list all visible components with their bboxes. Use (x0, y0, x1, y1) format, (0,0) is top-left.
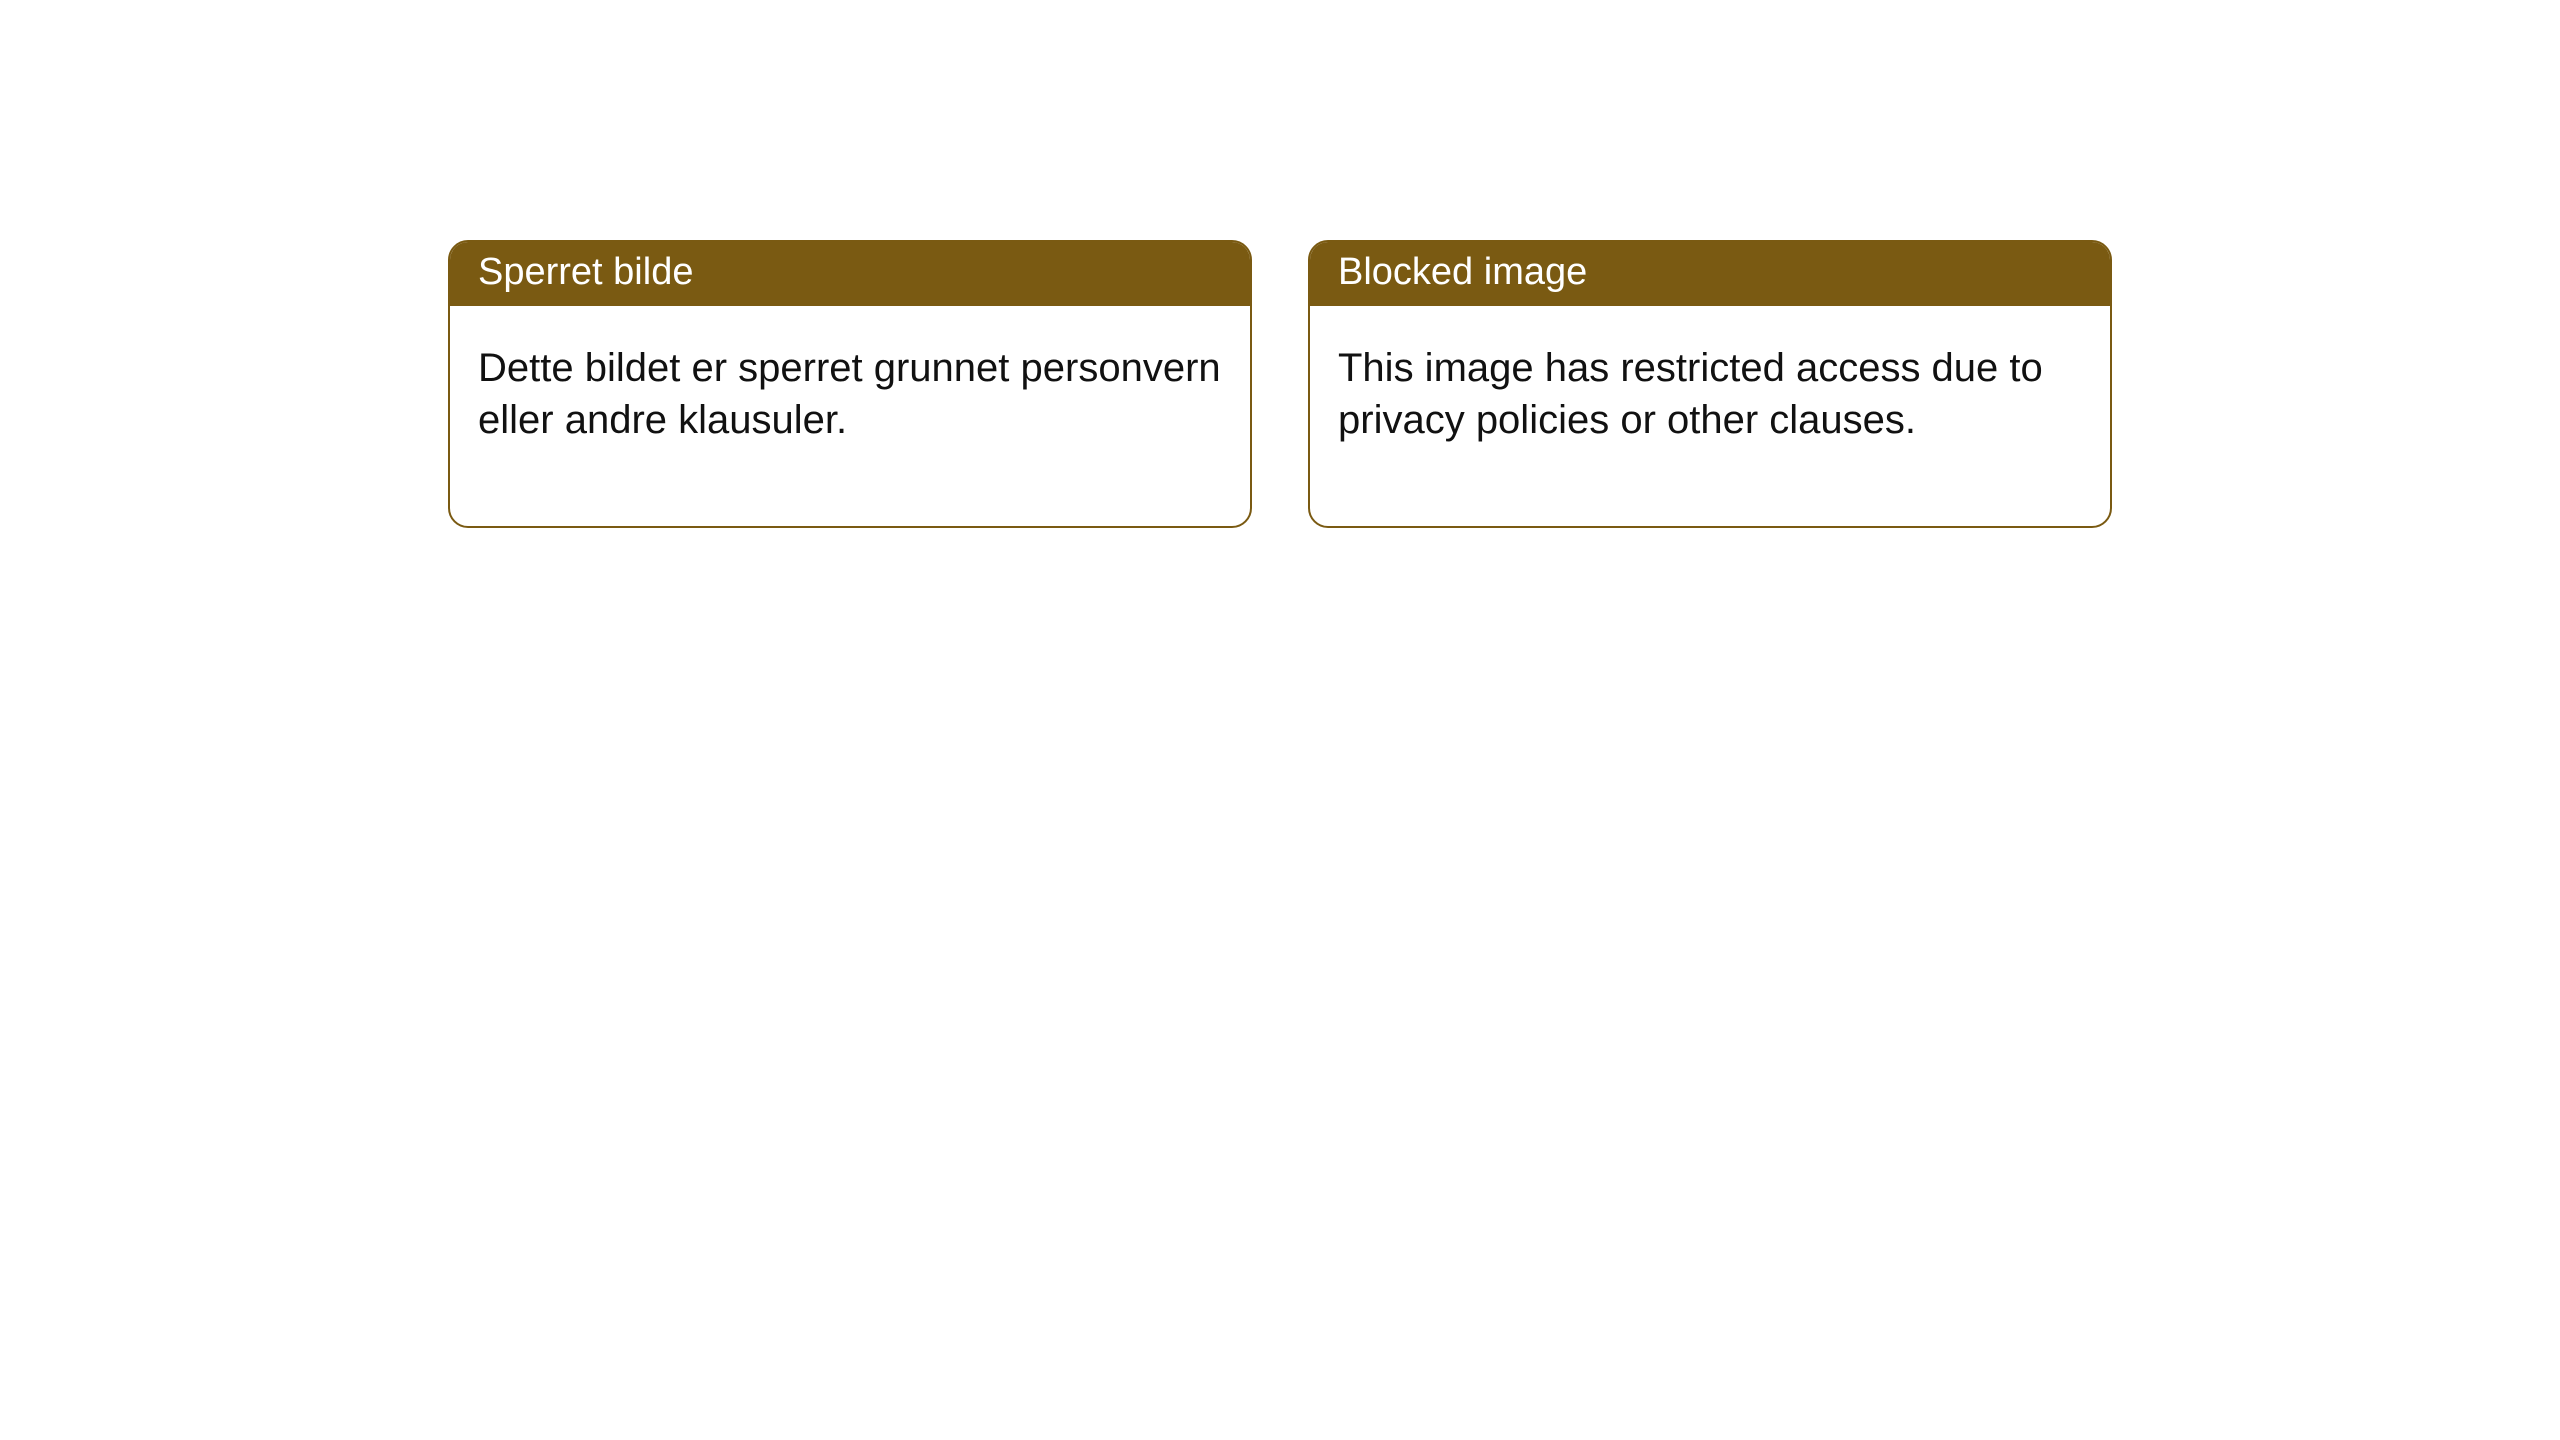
notice-panel-norwegian: Sperret bilde Dette bildet er sperret gr… (448, 240, 1252, 528)
notice-panel-title: Sperret bilde (450, 242, 1250, 306)
notice-panels-container: Sperret bilde Dette bildet er sperret gr… (448, 240, 2112, 528)
notice-panel-title: Blocked image (1310, 242, 2110, 306)
notice-panel-body: Dette bildet er sperret grunnet personve… (450, 306, 1250, 526)
notice-panel-body: This image has restricted access due to … (1310, 306, 2110, 526)
notice-panel-english: Blocked image This image has restricted … (1308, 240, 2112, 528)
